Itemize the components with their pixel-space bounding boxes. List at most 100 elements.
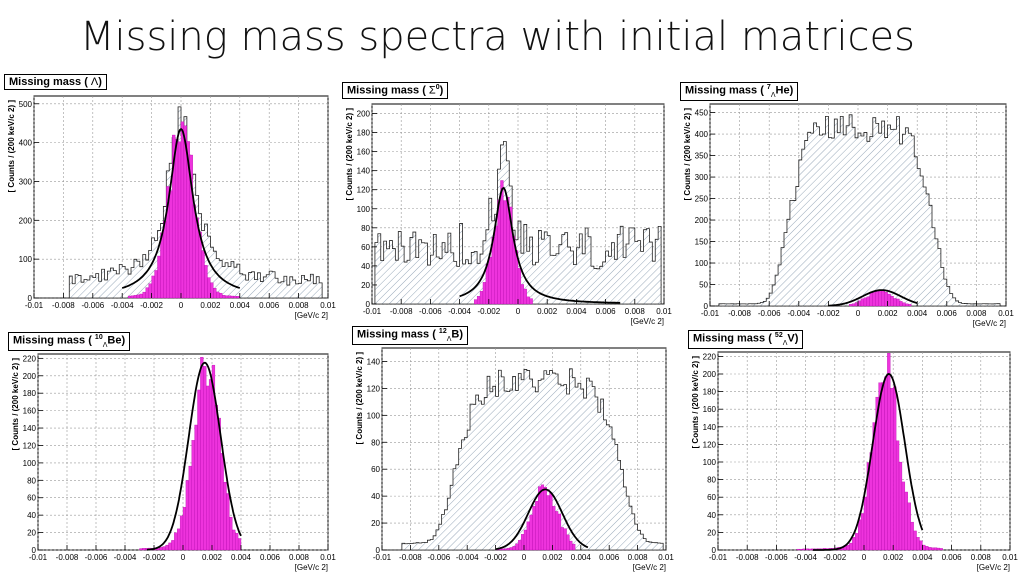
x-tick-label: 0 xyxy=(856,309,861,318)
y-tick-label: 450 xyxy=(695,109,709,118)
x-tick-label: 0.002 xyxy=(200,301,221,310)
panel-title-sup: 0 xyxy=(435,84,440,91)
panel-title: Missing mass ( 10ΛBe) xyxy=(8,332,131,351)
x-tick-label: -0.002 xyxy=(477,307,500,316)
x-tick-label: -0.004 xyxy=(448,307,471,316)
x-axis-label: [GeV/c 2] xyxy=(295,563,328,572)
x-tick-label: -0.006 xyxy=(85,553,108,562)
x-tick-label: -0.008 xyxy=(56,553,79,562)
panel-title-main: Missing mass ( xyxy=(685,84,767,97)
y-tick-label: 250 xyxy=(695,195,709,204)
panel-title: Missing mass ( 12ΛB) xyxy=(352,326,469,345)
x-tick-label: 0.01 xyxy=(656,307,672,316)
x-tick-label: -0.01 xyxy=(709,553,728,562)
y-tick-label: 0 xyxy=(32,546,37,555)
x-tick-label: -0.008 xyxy=(728,309,751,318)
chart-be10: -0.01 -0.008 -0.006 -0.004 -0.002 0 0.002 0.004… xyxy=(11,353,336,572)
y-tick-label: 140 xyxy=(703,423,717,432)
x-tick-label: 0.006 xyxy=(596,307,617,316)
x-axis-label: [GeV/c 2] xyxy=(631,317,664,326)
y-tick-label: 40 xyxy=(27,511,36,520)
x-tick-label: 0 xyxy=(516,307,521,316)
y-tick-label: 160 xyxy=(357,148,371,157)
signal-histogram xyxy=(495,484,576,551)
x-tick-label: 0.01 xyxy=(320,553,336,562)
x-tick-label: 0 xyxy=(179,301,184,310)
chart-he7: -0.01 -0.008 -0.006 -0.004 -0.002 0 0.002 0.004… xyxy=(683,103,1014,328)
y-tick-label: 20 xyxy=(361,281,370,290)
panel-be10: -0.01 -0.008 -0.006 -0.004 -0.002 0 0.002 0.004… xyxy=(8,332,338,574)
x-tick-label: -0.01 xyxy=(29,553,48,562)
panel-title: Missing mass ( Λ) xyxy=(4,74,107,90)
x-tick-label: 0 xyxy=(181,553,186,562)
panel-title-main: Missing mass ( xyxy=(693,332,775,345)
y-tick-label: 50 xyxy=(699,281,708,290)
y-tick-label: 120 xyxy=(357,186,371,195)
panel-lambda: -0.01 -0.008 -0.006 -0.004 -0.002 0 0.002 0.004… xyxy=(4,74,338,322)
x-tick-label: 0.002 xyxy=(202,553,223,562)
x-tick-label: -0.004 xyxy=(794,553,817,562)
y-tick-label: 200 xyxy=(703,370,717,379)
panel-title-symbol: Λ xyxy=(90,76,99,88)
x-tick-label: 0.01 xyxy=(998,309,1014,318)
x-tick-label: -0.006 xyxy=(427,553,450,562)
grid xyxy=(37,354,329,551)
x-tick-label: 0.002 xyxy=(883,553,904,562)
y-axis-label: [ Counts / (200 keV/c 2) ] xyxy=(691,356,700,449)
x-tick-label: 0.008 xyxy=(289,553,310,562)
y-tick-label: 20 xyxy=(371,519,380,528)
x-tick-label: 0.006 xyxy=(599,553,620,562)
x-tick-label: -0.004 xyxy=(456,553,479,562)
signal-histogram xyxy=(139,356,242,551)
y-tick-label: 80 xyxy=(707,476,716,485)
panel-title-main: Missing mass ( xyxy=(347,84,429,97)
chart-b12: -0.01 -0.008 -0.006 -0.004 -0.002 0 0.002 0.004… xyxy=(355,347,674,572)
x-tick-label: 0.002 xyxy=(878,309,899,318)
x-tick-label: -0.002 xyxy=(140,301,163,310)
x-tick-label: -0.008 xyxy=(399,553,422,562)
y-tick-label: 40 xyxy=(707,511,716,520)
y-axis-label: [ Counts / (200 keV/c 2) ] xyxy=(7,100,16,193)
x-tick-label: 0.008 xyxy=(628,553,649,562)
panel-title-end: V) xyxy=(787,332,799,345)
x-tick-label: 0.01 xyxy=(658,553,674,562)
y-tick-label: 40 xyxy=(361,262,370,271)
x-tick-label: -0.008 xyxy=(736,553,759,562)
panel-title: Missing mass ( 52ΛV) xyxy=(688,330,804,349)
y-tick-label: 120 xyxy=(703,440,717,449)
panel-b12: -0.01 -0.008 -0.006 -0.004 -0.002 0 0.002 0.004… xyxy=(352,326,676,574)
panel-title-main: Missing mass ( xyxy=(9,76,91,88)
x-tick-label: 0.006 xyxy=(937,309,958,318)
x-axis-label: [GeV/c 2] xyxy=(295,311,328,320)
y-tick-label: 80 xyxy=(361,224,370,233)
y-tick-label: 0 xyxy=(366,300,371,309)
y-tick-label: 100 xyxy=(357,205,371,214)
x-tick-label: 0.008 xyxy=(971,553,992,562)
signal-histogram xyxy=(796,353,943,551)
y-tick-label: 160 xyxy=(703,405,717,414)
x-tick-label: 0.008 xyxy=(625,307,646,316)
y-tick-label: 0 xyxy=(376,546,381,555)
chart-sigma0: -0.01 -0.008 -0.006 -0.004 -0.002 0 0.002 0.004… xyxy=(345,103,672,326)
x-tick-label: -0.01 xyxy=(373,553,392,562)
x-tick-label: -0.006 xyxy=(765,553,788,562)
page-title: Missing mass spectra with initial matric… xyxy=(80,14,915,60)
x-axis-label: [GeV/c 2] xyxy=(973,319,1006,328)
fit-curve xyxy=(495,488,589,550)
panel-title-main: Missing mass ( xyxy=(13,334,95,347)
panel-title-sub: Λ xyxy=(102,341,108,349)
x-tick-label: 0 xyxy=(862,553,867,562)
panel-title-sup: 52 xyxy=(774,332,783,339)
y-tick-label: 200 xyxy=(695,216,709,225)
x-tick-label: -0.006 xyxy=(758,309,781,318)
y-tick-label: 100 xyxy=(23,459,37,468)
x-tick-label: -0.004 xyxy=(114,553,137,562)
y-tick-label: 100 xyxy=(19,255,33,264)
y-tick-label: 80 xyxy=(27,476,36,485)
panel-title-sup: 10 xyxy=(94,334,103,341)
panel-v52: -0.01 -0.008 -0.006 -0.004 -0.002 0 0.002 0.004… xyxy=(688,330,1020,574)
y-tick-label: 20 xyxy=(27,529,36,538)
panel-title-sup: 7 xyxy=(766,84,771,91)
x-tick-label: 0.002 xyxy=(542,553,563,562)
y-tick-label: 120 xyxy=(367,384,381,393)
